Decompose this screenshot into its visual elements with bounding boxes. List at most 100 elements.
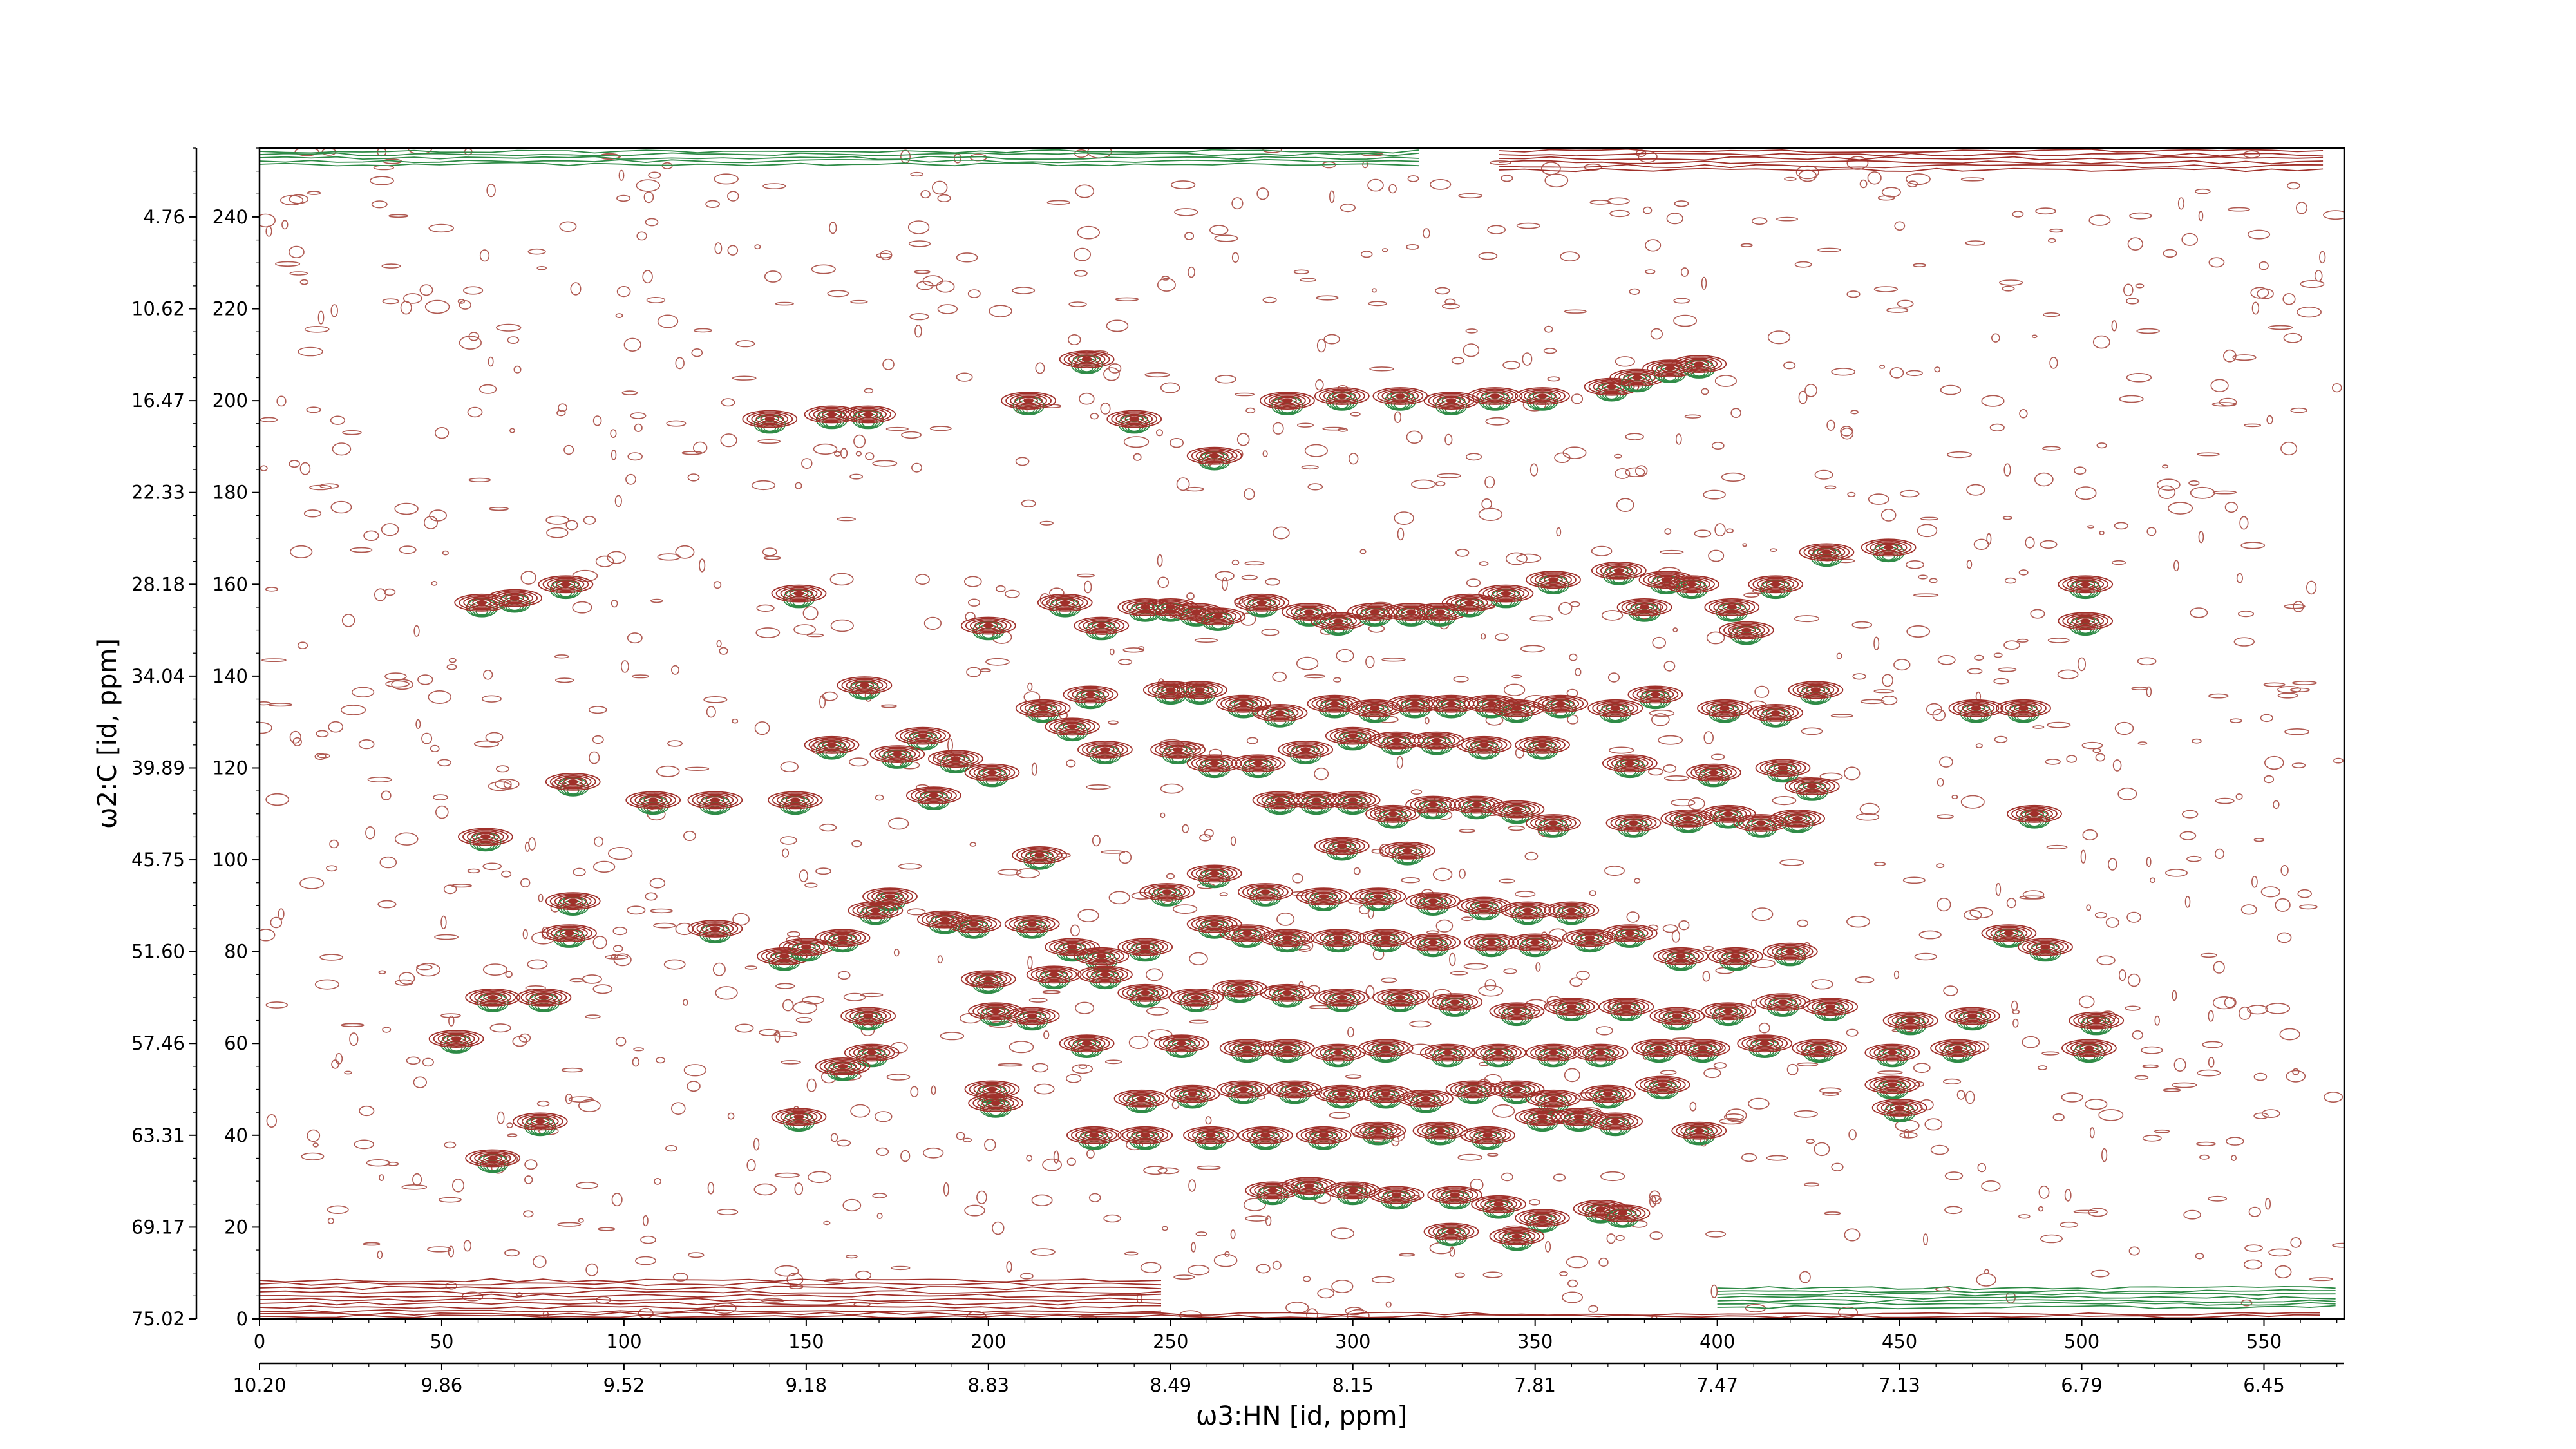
peak-contour	[1111, 411, 1158, 427]
peak-contour	[793, 1114, 804, 1120]
noise-contour	[1316, 338, 1326, 353]
noise-contour	[1893, 970, 1900, 980]
peak	[1077, 965, 1133, 990]
peak-contour	[1282, 990, 1293, 996]
peak-contour	[1502, 804, 1531, 815]
peak	[1004, 1007, 1060, 1031]
peak-contour	[1489, 1048, 1509, 1057]
peak-contour	[1577, 1045, 1624, 1061]
noise-contour	[642, 270, 653, 284]
noise-contour	[1569, 977, 1583, 987]
noise-contour	[1917, 524, 1938, 538]
peak-contour	[978, 767, 1007, 778]
peak-contour	[488, 995, 498, 1000]
noise-contour	[1492, 1104, 1515, 1118]
noise-contour	[342, 430, 362, 435]
peak-contour	[1058, 721, 1086, 732]
peak	[771, 1108, 827, 1132]
peak-contour	[797, 943, 816, 951]
peak-contour	[1755, 1039, 1775, 1048]
noise-contour	[306, 406, 321, 413]
noise-contour	[570, 282, 582, 296]
peak-contour	[1248, 759, 1268, 768]
peak-contour	[1689, 360, 1709, 368]
noise-contour	[1981, 395, 2005, 407]
peak-center	[1389, 812, 1397, 816]
peak-contour	[1482, 585, 1530, 601]
noise-contour	[1027, 682, 1033, 692]
noise-contour	[1837, 1306, 1859, 1318]
peak	[1186, 446, 1242, 471]
peak	[1489, 800, 1545, 824]
peak	[1616, 598, 1672, 622]
noise-contour	[914, 270, 931, 274]
peak-contour	[1092, 621, 1112, 630]
noise-contour	[1371, 1276, 1395, 1283]
noise-contour	[1157, 554, 1163, 567]
peak-contour	[1962, 703, 1991, 714]
noise-contour	[1215, 571, 1235, 582]
peak-contour	[789, 589, 809, 598]
peak-contour	[1019, 397, 1038, 404]
peak-contour	[1115, 412, 1153, 426]
noise-contour	[1678, 920, 1690, 931]
peak-contour	[1718, 621, 1774, 639]
noise-contour	[762, 183, 786, 189]
peak-contour	[846, 679, 884, 692]
noise-contour	[1188, 266, 1195, 278]
peak-contour	[1091, 744, 1119, 755]
peak-contour	[826, 742, 837, 748]
peak-contour	[530, 1117, 550, 1126]
noise-contour	[915, 574, 930, 585]
y-ppm-tick-label: 51.60	[131, 941, 185, 963]
noise-contour	[1297, 422, 1314, 428]
noise-contour	[1899, 489, 1920, 498]
peak	[1755, 993, 1811, 1017]
peak-contour	[1230, 984, 1250, 992]
noise-contour	[864, 388, 874, 394]
noise-contour	[482, 963, 507, 976]
noise-contour	[2080, 849, 2087, 864]
peak-contour	[467, 830, 504, 844]
peak-contour	[1962, 1012, 1982, 1020]
peak-contour	[1014, 395, 1043, 406]
noise-contour	[289, 460, 300, 468]
peak	[1526, 571, 1581, 595]
peak-contour	[1269, 986, 1306, 999]
noise-contour	[2066, 755, 2078, 763]
noise-contour	[1505, 552, 1528, 565]
peak-center	[1403, 849, 1412, 853]
peak	[1314, 989, 1370, 1012]
peak-contour	[1869, 1045, 1916, 1061]
peak-center	[1557, 702, 1565, 706]
baseline-contour	[1717, 1289, 2336, 1294]
peak-contour	[1325, 791, 1381, 810]
noise-contour	[1459, 828, 1475, 833]
noise-contour	[1944, 1206, 1963, 1215]
noise-contour	[846, 1254, 858, 1259]
peak-contour	[2069, 1011, 2125, 1030]
peak-center	[1622, 1005, 1631, 1009]
peak	[1015, 699, 1071, 723]
peak-center	[1097, 624, 1106, 627]
peak-center	[1349, 1188, 1357, 1192]
noise-contour	[908, 240, 931, 247]
noise-contour	[1547, 376, 1560, 382]
noise-contour	[2282, 293, 2296, 305]
noise-contour	[2264, 755, 2284, 770]
peak-contour	[480, 834, 491, 840]
noise-contour	[850, 1104, 871, 1118]
peak-contour	[1615, 928, 1644, 938]
peak-contour	[1810, 1044, 1830, 1052]
noise-contour	[1005, 589, 1020, 598]
peak-center	[1812, 688, 1820, 692]
peak-contour	[915, 789, 952, 802]
peak-contour	[1315, 930, 1362, 946]
noise-contour	[2296, 202, 2308, 214]
peak-contour	[1707, 947, 1763, 965]
peak	[1792, 1039, 1848, 1063]
noise-contour	[1819, 1087, 1842, 1094]
noise-contour	[756, 604, 775, 612]
peak-contour	[545, 892, 601, 911]
